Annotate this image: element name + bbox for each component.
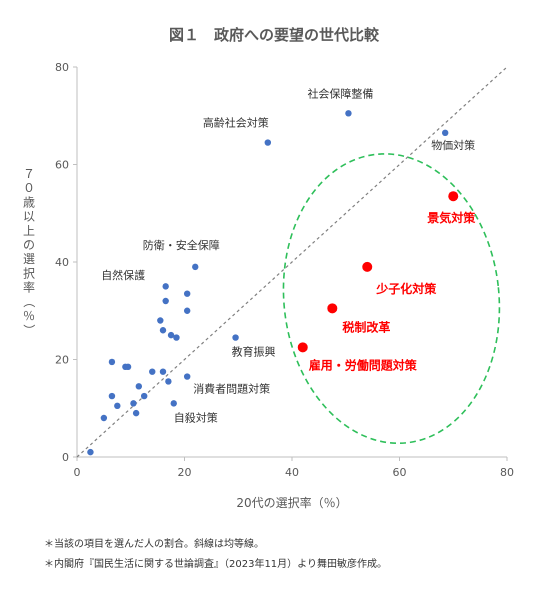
data-point	[183, 373, 191, 380]
y-axis-label-char: 歳	[23, 195, 35, 209]
footnote-1: ＊当該の項目を選んだ人の割合。斜線は均等線。	[44, 539, 264, 550]
point-label: 景気対策	[427, 210, 476, 225]
data-points	[87, 110, 459, 456]
x-tick-label: 40	[285, 466, 299, 479]
data-point	[132, 409, 140, 417]
point-label: 雇用・労働問題対策	[309, 357, 418, 372]
y-axis-label-char: 択	[23, 266, 35, 280]
point-label: 自然保護	[101, 268, 145, 282]
highlighted-data-point	[448, 191, 459, 202]
data-point	[159, 327, 167, 334]
x-axis-label: 20代の選択率（％）	[236, 495, 347, 510]
data-point	[140, 392, 148, 400]
equality-line-path	[76, 66, 508, 458]
data-point	[162, 283, 169, 290]
ellipse-outline	[282, 153, 501, 445]
point-label: 高齢社会対策	[203, 116, 269, 130]
x-tick-label: 0	[74, 466, 81, 479]
y-axis-label-char: ％	[23, 309, 35, 323]
data-point	[183, 290, 191, 297]
highlighted-data-point	[362, 261, 373, 272]
equality-line	[76, 66, 508, 458]
data-point	[135, 383, 143, 390]
point-label: 防衛・安全保障	[143, 238, 220, 252]
x-tick-label: 80	[500, 466, 514, 479]
y-tick-label: 60	[55, 159, 69, 172]
axes: 0 20 40 60 80 0 20 40 60 80	[55, 61, 514, 479]
highlighted-data-point	[297, 342, 308, 353]
footnote-2: ＊内閣府『国民生活に関する世論調査』（2023年11月）より舞田敏彦作成。	[44, 559, 387, 570]
data-point	[87, 448, 94, 456]
data-point	[192, 263, 199, 271]
data-point	[232, 334, 239, 341]
y-tick-label: 40	[55, 256, 69, 269]
data-point	[108, 358, 116, 366]
data-point	[170, 400, 177, 407]
point-label: 社会保障整備	[307, 86, 373, 100]
data-point	[441, 129, 449, 137]
point-label: 少子化対策	[375, 281, 437, 296]
point-label: 税制改革	[342, 319, 390, 334]
data-point	[345, 110, 352, 117]
data-point	[167, 331, 175, 339]
x-tick-label: 60	[393, 466, 407, 479]
y-axis-label-char: ）	[22, 324, 36, 336]
point-label: 物価対策	[431, 138, 475, 152]
y-tick-label: 80	[55, 61, 69, 74]
data-point	[173, 334, 180, 341]
data-point	[183, 307, 191, 314]
chart-title: 図１ 政府への要望の世代比較	[169, 26, 380, 44]
y-axis-label-char: 率	[23, 280, 35, 295]
highlight-ellipse	[282, 153, 501, 445]
y-axis-label-char: 選	[23, 252, 35, 266]
highlighted-data-point	[327, 303, 338, 314]
data-point	[264, 139, 272, 146]
x-tick-label: 20	[178, 466, 192, 479]
data-point	[159, 368, 167, 375]
data-point	[124, 363, 132, 371]
y-tick-label: 0	[62, 451, 69, 464]
data-point	[162, 297, 169, 305]
y-axis-label-char: ７	[23, 167, 35, 181]
y-axis-label-char: ０	[23, 181, 35, 195]
y-tick-label: 20	[55, 354, 69, 367]
data-point	[114, 402, 121, 410]
data-point	[108, 392, 116, 400]
data-point	[165, 378, 172, 385]
data-point	[100, 414, 108, 422]
point-label: 教育振興	[232, 345, 276, 359]
point-label: 消費者問題対策	[193, 382, 270, 396]
point-label: 自殺対策	[174, 410, 218, 424]
y-axis-label-char: （	[22, 296, 36, 308]
y-axis-label-char: 以	[23, 210, 35, 224]
data-point	[130, 400, 137, 407]
data-point	[149, 368, 156, 375]
data-point	[157, 317, 164, 324]
y-axis-label-char: 上	[23, 224, 35, 238]
y-axis-label-char: の	[23, 238, 35, 252]
